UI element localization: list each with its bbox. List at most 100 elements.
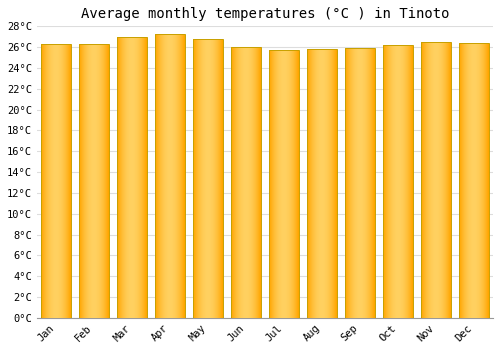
Bar — [315, 49, 316, 318]
Bar — [467, 43, 468, 318]
Bar — [215, 39, 216, 318]
Bar — [142, 37, 144, 318]
Bar — [231, 47, 232, 318]
Bar — [478, 43, 479, 318]
Bar — [369, 48, 370, 318]
Bar — [79, 44, 80, 318]
Bar — [164, 34, 165, 318]
Bar — [319, 49, 320, 318]
Bar — [126, 37, 127, 318]
Bar — [163, 34, 164, 318]
Bar — [427, 42, 428, 318]
Bar — [120, 37, 121, 318]
Bar — [259, 47, 260, 318]
Bar — [53, 44, 54, 318]
Bar — [476, 43, 477, 318]
Bar — [373, 48, 374, 318]
Bar — [336, 49, 337, 318]
Bar — [399, 45, 400, 318]
Bar — [486, 43, 487, 318]
Bar — [394, 45, 395, 318]
Bar — [479, 43, 480, 318]
Bar — [447, 42, 448, 318]
Bar — [390, 45, 391, 318]
Bar — [459, 43, 489, 318]
Bar — [217, 39, 218, 318]
Bar — [421, 42, 451, 318]
Bar — [430, 42, 431, 318]
Bar — [64, 44, 66, 318]
Bar — [245, 47, 246, 318]
Bar — [160, 34, 161, 318]
Bar — [211, 39, 212, 318]
Bar — [485, 43, 486, 318]
Bar — [101, 44, 102, 318]
Bar — [202, 39, 203, 318]
Bar — [349, 48, 350, 318]
Bar — [134, 37, 135, 318]
Bar — [308, 49, 309, 318]
Bar — [297, 50, 298, 318]
Bar — [412, 45, 413, 318]
Bar — [54, 44, 55, 318]
Bar — [289, 50, 290, 318]
Bar — [58, 44, 59, 318]
Bar — [139, 37, 140, 318]
Bar — [472, 43, 473, 318]
Bar — [181, 34, 182, 318]
Bar — [180, 34, 181, 318]
Bar — [393, 45, 394, 318]
Bar — [82, 44, 83, 318]
Bar — [45, 44, 46, 318]
Bar — [248, 47, 249, 318]
Bar — [130, 37, 131, 318]
Bar — [137, 37, 138, 318]
Bar — [56, 44, 57, 318]
Bar — [355, 48, 356, 318]
Bar — [329, 49, 330, 318]
Bar — [41, 44, 70, 318]
Bar — [171, 34, 172, 318]
Bar — [317, 49, 318, 318]
Bar — [193, 39, 222, 318]
Bar — [83, 44, 84, 318]
Bar — [466, 43, 467, 318]
Bar — [269, 50, 299, 318]
Bar — [324, 49, 325, 318]
Bar — [296, 50, 297, 318]
Bar — [358, 48, 359, 318]
Bar — [95, 44, 96, 318]
Bar — [395, 45, 396, 318]
Bar — [174, 34, 175, 318]
Bar — [102, 44, 103, 318]
Bar — [370, 48, 371, 318]
Bar — [280, 50, 281, 318]
Bar — [483, 43, 484, 318]
Bar — [117, 37, 146, 318]
Bar — [363, 48, 364, 318]
Bar — [214, 39, 215, 318]
Bar — [425, 42, 426, 318]
Bar — [244, 47, 245, 318]
Bar — [162, 34, 163, 318]
Bar — [205, 39, 206, 318]
Bar — [285, 50, 286, 318]
Bar — [219, 39, 220, 318]
Bar — [133, 37, 134, 318]
Bar — [345, 48, 346, 318]
Bar — [57, 44, 58, 318]
Bar — [201, 39, 202, 318]
Bar — [242, 47, 243, 318]
Bar — [293, 50, 294, 318]
Bar — [411, 45, 412, 318]
Bar — [254, 47, 255, 318]
Bar — [132, 37, 133, 318]
Bar — [438, 42, 439, 318]
Bar — [204, 39, 205, 318]
Bar — [122, 37, 123, 318]
Bar — [368, 48, 369, 318]
Bar — [156, 34, 157, 318]
Bar — [480, 43, 481, 318]
Bar — [275, 50, 276, 318]
Bar — [64, 44, 65, 318]
